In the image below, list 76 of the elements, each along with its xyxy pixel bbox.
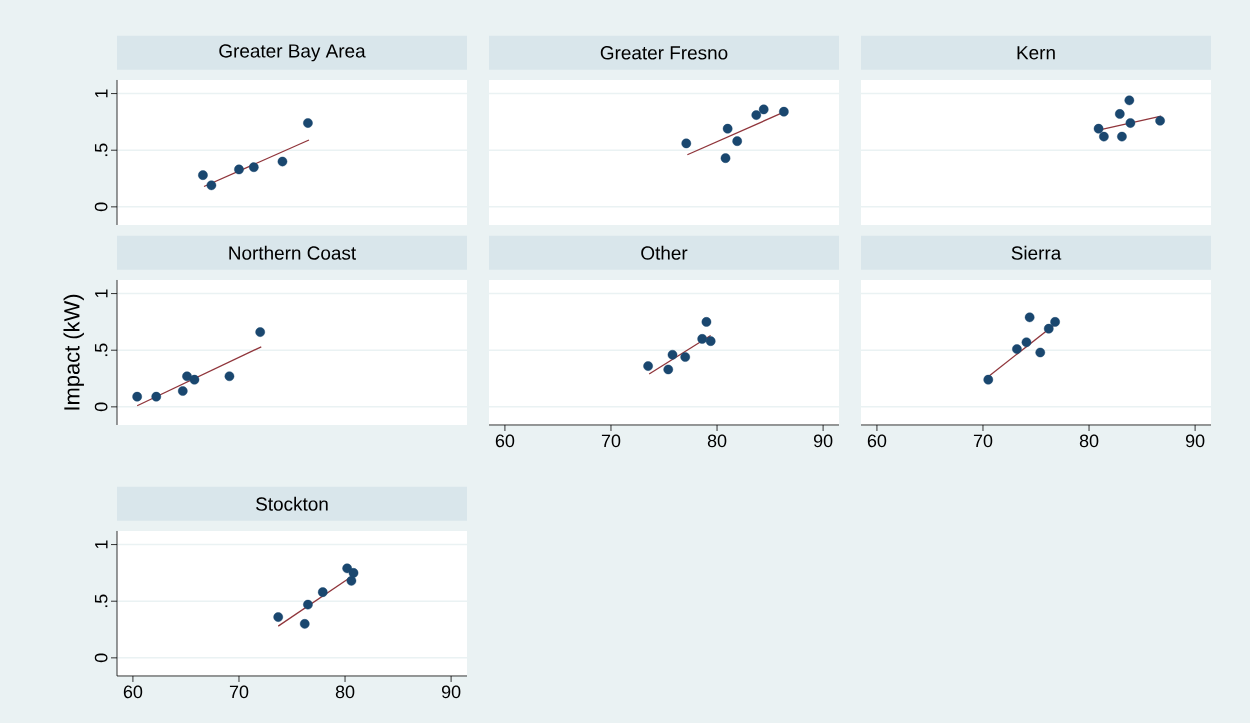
point: [732, 136, 742, 146]
x-tick-label: 90: [813, 434, 833, 448]
x-tick-label: 60: [123, 685, 143, 699]
point: [249, 162, 259, 173]
point: [643, 361, 653, 371]
point: [680, 352, 691, 362]
point: [701, 317, 712, 327]
point: [255, 327, 265, 337]
x-tick-label: 70: [229, 685, 249, 699]
point: [663, 364, 674, 375]
point: [234, 164, 244, 175]
point: [751, 110, 762, 120]
x-tick-label: 80: [707, 434, 727, 448]
y-tick-label: 1: [95, 89, 108, 98]
chart-title: Northern Coast: [229, 245, 357, 260]
point: [1115, 109, 1125, 119]
y-tick-label: .5: [94, 343, 108, 357]
point: [303, 599, 313, 610]
point: [303, 118, 313, 128]
point: [667, 349, 678, 360]
point: [1050, 317, 1060, 327]
point: [224, 371, 235, 382]
point: [758, 104, 769, 115]
point: [342, 563, 352, 574]
point: [681, 138, 692, 149]
point: [198, 170, 208, 180]
point: [1155, 115, 1165, 126]
point: [1021, 337, 1032, 348]
point: [779, 106, 789, 117]
y-axis-title: Impact (kW): [63, 294, 84, 410]
x-tick-label: 80: [335, 685, 355, 699]
x-tick-label: 70: [973, 434, 993, 448]
point: [346, 576, 357, 586]
point: [983, 374, 994, 385]
point: [1125, 118, 1136, 128]
point: [697, 334, 707, 344]
chart-title: Stockton: [256, 496, 328, 511]
point: [722, 123, 733, 134]
x-tick-label: 60: [495, 434, 515, 448]
chart-title: Greater Fresno: [600, 46, 728, 60]
point: [1024, 312, 1035, 323]
point: [1043, 323, 1054, 334]
x-tick-label: 90: [1185, 434, 1205, 448]
chart-title: Greater Bay Area: [219, 44, 366, 62]
point: [189, 374, 200, 385]
x-tick-label: 80: [1079, 434, 1099, 448]
point: [1012, 344, 1022, 354]
chart-title: Sierra: [1011, 245, 1062, 260]
point: [277, 156, 288, 167]
y-tick-label: .5: [94, 594, 108, 608]
point: [151, 391, 162, 402]
x-tick-label: 90: [441, 685, 461, 699]
point: [720, 153, 731, 163]
y-tick-label: 0: [94, 402, 108, 412]
y-tick-label: 0: [94, 653, 108, 663]
x-tick-label: 70: [601, 434, 621, 448]
point: [705, 336, 716, 346]
point: [177, 386, 188, 396]
point: [348, 568, 359, 578]
point: [299, 619, 310, 629]
y-tick-label: 1: [95, 289, 108, 298]
point: [206, 180, 217, 191]
point: [317, 587, 328, 597]
point: [132, 391, 142, 402]
point: [1035, 347, 1046, 358]
y-tick-label: .5: [94, 143, 108, 157]
point: [273, 612, 284, 622]
chart-title: Kern: [1017, 46, 1055, 60]
point: [1093, 123, 1104, 134]
chart-title: Other: [641, 245, 688, 260]
point: [1124, 95, 1135, 106]
point: [1099, 131, 1109, 142]
point: [1117, 131, 1127, 142]
y-tick-label: 1: [95, 540, 108, 549]
y-tick-label: 0: [94, 202, 108, 212]
x-tick-label: 60: [867, 434, 887, 448]
